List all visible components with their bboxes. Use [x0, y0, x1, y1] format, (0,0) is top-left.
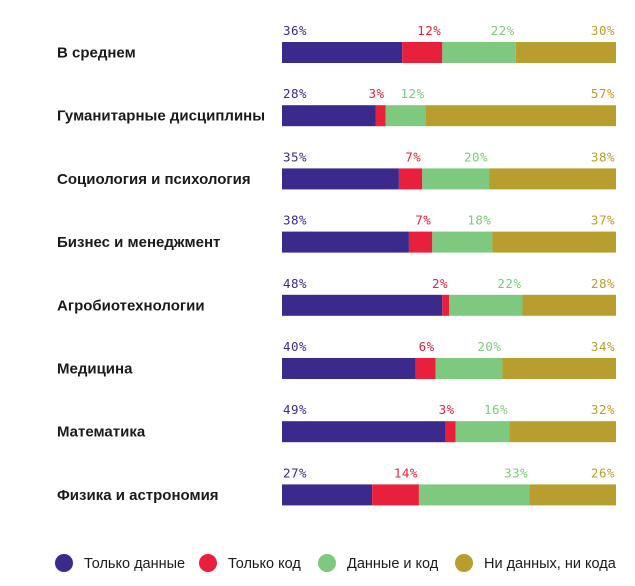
value-label-only-data: 28%: [283, 86, 307, 101]
legend-label: Данные и код: [347, 556, 439, 572]
value-label-data-and-code: 33%: [504, 465, 528, 480]
chart-row: Физика и астрономия 27% 14% 33% 26%: [57, 465, 616, 506]
bar-segment-only-data: [282, 42, 403, 63]
value-label-only-code: 6%: [419, 339, 435, 354]
bar-segment-data-and-code: [442, 42, 516, 63]
chart-row: Агробиотехнологии 48% 2% 22% 28%: [57, 276, 616, 316]
value-label-data-and-code: 16%: [484, 402, 508, 417]
value-label-only-code: 14%: [394, 465, 418, 480]
bar-segment-only-data: [282, 358, 416, 379]
category-label: Агробиотехнологии: [57, 297, 205, 314]
legend-item-only-data: Только данные: [55, 554, 185, 572]
legend-label: Только данные: [84, 556, 185, 572]
bar-segment-only-code: [398, 168, 423, 190]
bar-segment-only-code: [415, 358, 436, 379]
chart-rows: В среднем 36% 12% 22% 30% Гуманитарные дисцип…: [57, 23, 616, 506]
value-label-neither: 57%: [591, 86, 615, 101]
bar-segment-data-and-code: [455, 421, 510, 443]
bar-segment-only-data: [282, 105, 376, 127]
legend-swatch: [199, 554, 217, 572]
value-label-only-code: 7%: [415, 213, 431, 228]
bar-segment-data-and-code: [435, 358, 503, 379]
bar-segment-only-data: [282, 484, 373, 506]
chart-row: Бизнес и менеджмент 38% 7% 18% 37%: [57, 213, 616, 253]
value-label-neither: 37%: [591, 213, 615, 228]
bar-segment-only-data: [282, 168, 399, 190]
value-label-data-and-code: 22%: [497, 276, 521, 291]
chart-row: Медицина 40% 6% 20% 34%: [57, 339, 616, 379]
value-label-only-data: 38%: [283, 213, 307, 228]
bar-segment-data-and-code: [449, 294, 523, 316]
value-label-data-and-code: 18%: [467, 213, 491, 228]
bar-segment-data-and-code: [385, 105, 426, 127]
chart-row: В среднем 36% 12% 22% 30%: [57, 23, 616, 63]
category-label: Медицина: [57, 361, 133, 378]
value-label-only-code: 2%: [432, 276, 448, 291]
category-label: Социология и психология: [57, 171, 251, 188]
chart-row: Гуманитарные дисциплины 28% 3% 12% 57%: [57, 86, 616, 127]
bar-segment-neither: [502, 358, 616, 379]
legend-item-only-code: Только код: [199, 554, 301, 572]
value-label-only-data: 48%: [283, 276, 307, 291]
chart-legend: Только данные Только код Данные и код Ни да…: [55, 554, 617, 572]
value-label-data-and-code: 12%: [401, 86, 425, 101]
bar-segment-neither: [509, 421, 616, 443]
value-label-only-code: 3%: [439, 402, 455, 417]
bar-segment-neither: [515, 42, 616, 63]
bar-segment-neither: [529, 484, 616, 506]
bar-segment-data-and-code: [422, 168, 490, 190]
bar-segment-only-code: [445, 421, 456, 443]
legend-label: Только код: [228, 556, 301, 572]
value-label-only-data: 35%: [283, 149, 307, 164]
bar-segment-only-code: [402, 42, 443, 63]
bar-segment-only-data: [282, 231, 409, 253]
bar-segment-neither: [425, 105, 616, 127]
bar-segment-neither: [489, 168, 616, 190]
category-label: Математика: [57, 424, 146, 441]
category-label: Гуманитарные дисциплины: [57, 108, 265, 125]
value-label-neither: 32%: [591, 402, 615, 417]
legend-swatch: [455, 554, 473, 572]
bar-segment-neither: [522, 294, 616, 316]
bar-segment-data-and-code: [418, 484, 530, 506]
value-label-only-code: 12%: [417, 23, 441, 38]
legend-item-neither: Ни данных, ни кода: [455, 554, 617, 572]
value-label-data-and-code: 22%: [491, 23, 515, 38]
chart-row: Социология и психология 35% 7% 20% 38%: [57, 149, 616, 190]
value-label-data-and-code: 20%: [464, 149, 488, 164]
value-label-neither: 38%: [591, 149, 615, 164]
value-label-only-data: 49%: [283, 402, 307, 417]
bar-segment-data-and-code: [432, 231, 493, 253]
bar-segment-only-data: [282, 421, 446, 443]
value-label-only-data: 36%: [283, 23, 307, 38]
category-label: В среднем: [57, 45, 136, 62]
bar-segment-only-code: [442, 294, 449, 316]
bar-segment-only-code: [375, 105, 386, 127]
legend-swatch: [318, 554, 336, 572]
value-label-neither: 30%: [591, 23, 615, 38]
value-label-only-code: 7%: [405, 149, 421, 164]
category-label: Бизнес и менеджмент: [57, 234, 220, 251]
bar-segment-only-data: [282, 294, 443, 316]
value-label-only-data: 27%: [283, 465, 307, 480]
bar-segment-only-code: [408, 231, 433, 253]
bar-segment-neither: [492, 231, 616, 253]
value-label-neither: 34%: [591, 339, 615, 354]
value-label-neither: 26%: [591, 465, 615, 480]
value-label-neither: 28%: [591, 276, 615, 291]
chart-row: Математика 49% 3% 16% 32%: [57, 402, 616, 443]
value-label-only-data: 40%: [283, 339, 307, 354]
value-label-data-and-code: 20%: [477, 339, 501, 354]
legend-swatch: [55, 554, 73, 572]
legend-label: Ни данных, ни кода: [484, 556, 617, 572]
bar-segment-only-code: [372, 484, 419, 506]
value-label-only-code: 3%: [368, 86, 384, 101]
category-label: Физика и астрономия: [57, 487, 219, 504]
legend-item-data-and-code: Данные и код: [318, 554, 439, 572]
